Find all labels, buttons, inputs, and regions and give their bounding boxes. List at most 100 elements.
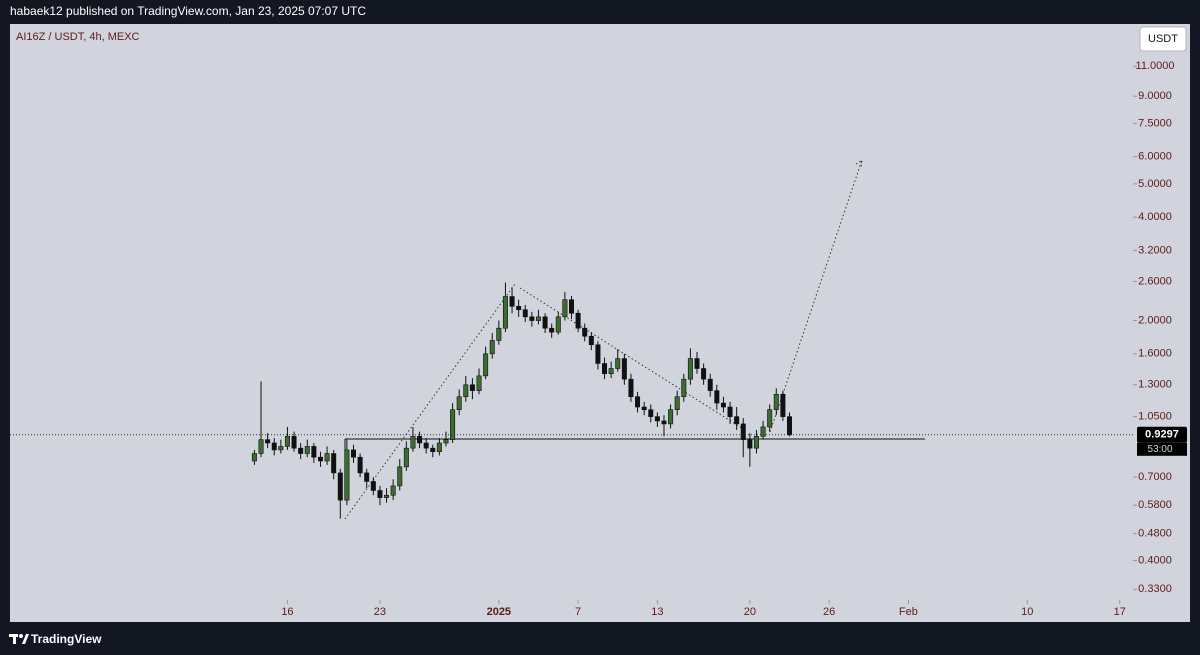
candle-body (608, 368, 614, 375)
candle-body (430, 447, 436, 453)
candle-body (747, 439, 753, 449)
trend-line (519, 287, 746, 431)
candle-body (351, 449, 357, 458)
candle-body (403, 447, 409, 468)
logo-part (22, 634, 29, 644)
y-tick-label: 4.0000 (1138, 211, 1172, 223)
candle-body (720, 402, 726, 408)
candle-body (384, 494, 390, 498)
countdown-label: 53:00 (1147, 444, 1172, 455)
currency-button[interactable] (1139, 26, 1187, 52)
y-tick-label: 3.2000 (1138, 244, 1172, 256)
candle-body (562, 299, 568, 318)
candle-body (516, 306, 522, 311)
x-tick-label: 17 (1114, 606, 1126, 618)
brand: TradingView (31, 632, 102, 646)
x-tick-label: 20 (744, 606, 756, 618)
y-tick-label: 0.5800 (1138, 499, 1172, 511)
candle-body (615, 358, 621, 369)
y-tick-label: 0.4000 (1138, 554, 1172, 566)
candle-body (469, 384, 475, 391)
y-tick-label: 0.7000 (1138, 471, 1172, 483)
y-tick-label: 2.0000 (1138, 314, 1172, 326)
x-tick-label: 26 (823, 606, 835, 618)
candle-body (668, 409, 674, 425)
candle-body (271, 442, 277, 451)
candle-body (707, 378, 713, 391)
y-tick-label: 0.3300 (1138, 583, 1172, 595)
candle-body (588, 335, 594, 346)
candle-body (304, 446, 310, 454)
candle-body (450, 409, 456, 440)
candle-body (324, 453, 330, 462)
candle-body (621, 358, 627, 380)
candle-body (502, 296, 508, 329)
candle-body (370, 481, 376, 491)
y-tick-label: 11.0000 (1136, 60, 1175, 72)
candle-body (575, 312, 581, 329)
y-tick-label: 6.0000 (1138, 151, 1172, 163)
candle-body (476, 375, 482, 391)
candle-body (635, 396, 641, 408)
candle-body (767, 409, 773, 428)
candle-body (582, 327, 588, 337)
y-tick-label: 1.3000 (1138, 379, 1172, 391)
candle-body (661, 420, 667, 425)
candle-body (436, 442, 442, 453)
candle-body (654, 416, 660, 422)
candle-body (284, 436, 290, 447)
candle-body (410, 436, 416, 449)
candle-body (456, 396, 462, 411)
candle-body (780, 393, 786, 417)
candle-body (727, 406, 733, 417)
candle-body (397, 466, 403, 487)
candle-body (364, 472, 370, 482)
candle-body (278, 446, 284, 451)
candle-body (258, 439, 264, 454)
symbol-title: AI16Z / USDT, 4h, MEXC (16, 31, 140, 43)
candle-body (740, 423, 746, 440)
x-tick-label: 13 (651, 606, 663, 618)
y-tick-label: 2.6000 (1138, 275, 1172, 287)
x-tick-label: 2025 (487, 606, 511, 618)
candle-body (648, 409, 654, 417)
candle-body (377, 490, 383, 498)
candle-body (641, 406, 647, 411)
candle-body (681, 378, 687, 398)
candle-body (483, 353, 489, 377)
candle-body (529, 316, 535, 321)
candle-body (522, 309, 528, 318)
candle-body (509, 296, 515, 307)
candle-body (390, 485, 396, 496)
publisher-line: habaek12 published on TradingView.com, J… (10, 4, 366, 18)
candle-body (463, 384, 469, 398)
currency-label[interactable]: USDT (1148, 33, 1178, 45)
x-tick-label: 10 (1021, 606, 1033, 618)
candle-body (443, 439, 449, 444)
x-tick-label: 16 (281, 606, 293, 618)
x-tick-label: Feb (899, 606, 918, 618)
candle-body (674, 396, 680, 411)
candle-body (496, 327, 502, 341)
last-price-label: 0.9297 (1145, 429, 1179, 441)
y-tick-label: 1.0500 (1138, 411, 1172, 423)
candle-body (555, 316, 561, 333)
candle-body (291, 436, 297, 449)
candle-body (734, 416, 740, 425)
x-tick-label: 7 (575, 606, 581, 618)
candle-body (786, 416, 792, 436)
candle-body (331, 453, 337, 474)
candle-body (542, 316, 548, 329)
candle-body (602, 363, 608, 375)
candle-body (568, 299, 574, 314)
candle-body (714, 390, 720, 404)
candles (251, 282, 792, 519)
candle-body (357, 456, 363, 474)
countdown-box (1137, 442, 1187, 456)
y-tick-label: 7.5000 (1138, 117, 1172, 129)
candle-body (535, 316, 541, 321)
logo (9, 634, 29, 644)
candle-body (311, 446, 317, 458)
candle-body (760, 426, 766, 437)
